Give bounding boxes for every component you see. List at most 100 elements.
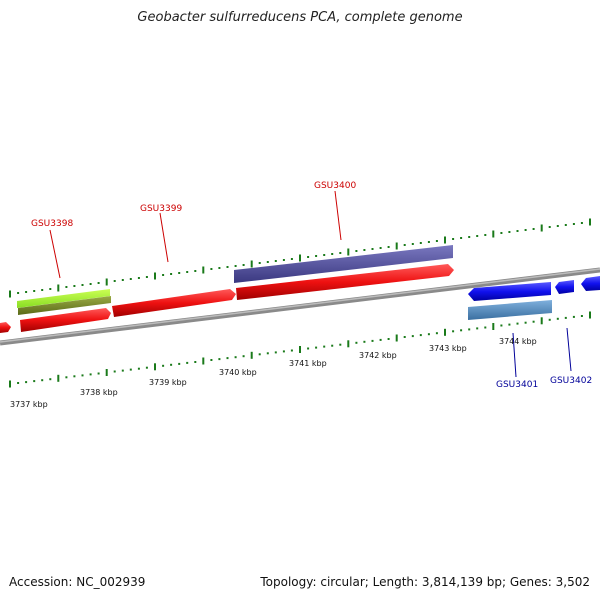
major-tick — [492, 230, 495, 238]
major-tick — [154, 272, 156, 280]
gene-feature-lime — [17, 289, 110, 308]
minor-tick — [548, 318, 551, 321]
minor-tick — [339, 252, 342, 254]
minor-tick — [307, 347, 310, 350]
minor-tick — [452, 238, 455, 240]
minor-tick — [580, 222, 583, 224]
minor-tick — [162, 364, 165, 367]
minor-tick — [97, 372, 100, 375]
minor-tick — [508, 323, 511, 326]
minor-tick — [387, 338, 390, 340]
minor-tick — [556, 225, 559, 227]
minor-tick — [41, 379, 44, 382]
minor-tick — [532, 320, 535, 323]
minor-tick — [210, 359, 213, 361]
minor-tick — [331, 344, 334, 347]
genome-backbone — [0, 267, 600, 346]
minor-tick — [532, 228, 535, 230]
leader-line-gsu3398 — [49, 229, 61, 279]
minor-tick — [17, 292, 20, 294]
minor-tick — [516, 322, 519, 325]
gene-feature-forward — [0, 322, 11, 333]
major-tick — [540, 224, 543, 232]
genome-summary-text: Topology: circular; Length: 3,814,139 bp… — [260, 575, 590, 589]
major-tick — [540, 317, 543, 325]
minor-tick — [33, 290, 36, 292]
leader-line-gsu3399 — [159, 212, 169, 263]
major-tick — [154, 363, 156, 371]
minor-tick — [282, 350, 285, 353]
minor-tick — [274, 351, 277, 354]
major-tick — [395, 334, 398, 342]
minor-tick — [97, 282, 100, 284]
minor-tick — [274, 260, 277, 262]
minor-tick — [145, 276, 148, 278]
minor-tick — [226, 266, 229, 268]
minor-tick — [226, 357, 229, 360]
minor-tick — [170, 273, 173, 275]
minor-tick — [484, 326, 487, 329]
axis-label-3741: 3741 kbp — [289, 359, 327, 368]
minor-tick — [411, 335, 414, 338]
minor-tick — [121, 369, 124, 372]
minor-tick — [363, 340, 366, 343]
minor-tick — [363, 249, 366, 251]
axis-label-3738: 3738 kbp — [80, 388, 118, 397]
gene-label-gsu3399: GSU3399 — [140, 204, 182, 214]
axis-label-3742: 3742 kbp — [359, 351, 397, 360]
minor-tick — [33, 380, 36, 383]
major-tick — [395, 242, 398, 250]
axis-label-3743: 3743 kbp — [429, 344, 467, 353]
major-tick — [250, 260, 253, 268]
minor-tick — [290, 258, 293, 260]
major-tick — [347, 340, 350, 348]
minor-tick — [331, 253, 334, 255]
minor-tick — [411, 243, 414, 245]
minor-tick — [81, 284, 84, 286]
minor-tick — [258, 262, 261, 264]
minor-tick — [194, 270, 197, 272]
major-tick — [202, 266, 205, 274]
minor-tick — [121, 279, 124, 281]
gene-feature-reverse — [555, 280, 574, 294]
minor-tick — [435, 332, 438, 335]
minor-tick — [371, 339, 374, 342]
axis-label-3739: 3739 kbp — [149, 378, 187, 387]
major-tick — [492, 323, 495, 330]
minor-tick — [476, 327, 479, 330]
minor-tick — [89, 373, 92, 376]
minor-tick — [427, 333, 430, 336]
major-tick — [444, 328, 446, 336]
minor-tick — [186, 361, 189, 364]
major-tick — [299, 346, 301, 353]
minor-tick — [580, 315, 583, 317]
minor-tick — [81, 374, 84, 377]
minor-tick — [460, 329, 463, 332]
major-tick — [589, 311, 591, 319]
minor-tick — [524, 321, 527, 324]
minor-tick — [476, 235, 479, 237]
minor-tick — [524, 229, 527, 231]
minor-tick — [113, 370, 116, 373]
minor-tick — [419, 334, 422, 337]
major-tick — [57, 374, 60, 382]
minor-tick — [266, 352, 269, 355]
major-tick — [105, 278, 108, 286]
minor-tick — [516, 230, 519, 232]
minor-tick — [234, 356, 237, 359]
minor-tick — [234, 265, 237, 267]
gene-label-gsu3398: GSU3398 — [31, 219, 73, 229]
inner-tick-ring — [9, 311, 591, 388]
minor-tick — [113, 280, 116, 282]
minor-tick — [290, 349, 293, 352]
minor-tick — [508, 231, 511, 233]
gene-label-gsu3400: GSU3400 — [314, 181, 356, 191]
minor-tick — [186, 271, 189, 273]
minor-tick — [129, 278, 132, 280]
minor-tick — [194, 361, 197, 363]
minor-tick — [307, 256, 310, 258]
minor-tick — [25, 381, 28, 384]
minor-tick — [500, 232, 503, 234]
gene-feature-purple — [234, 245, 453, 283]
major-tick — [299, 254, 301, 262]
